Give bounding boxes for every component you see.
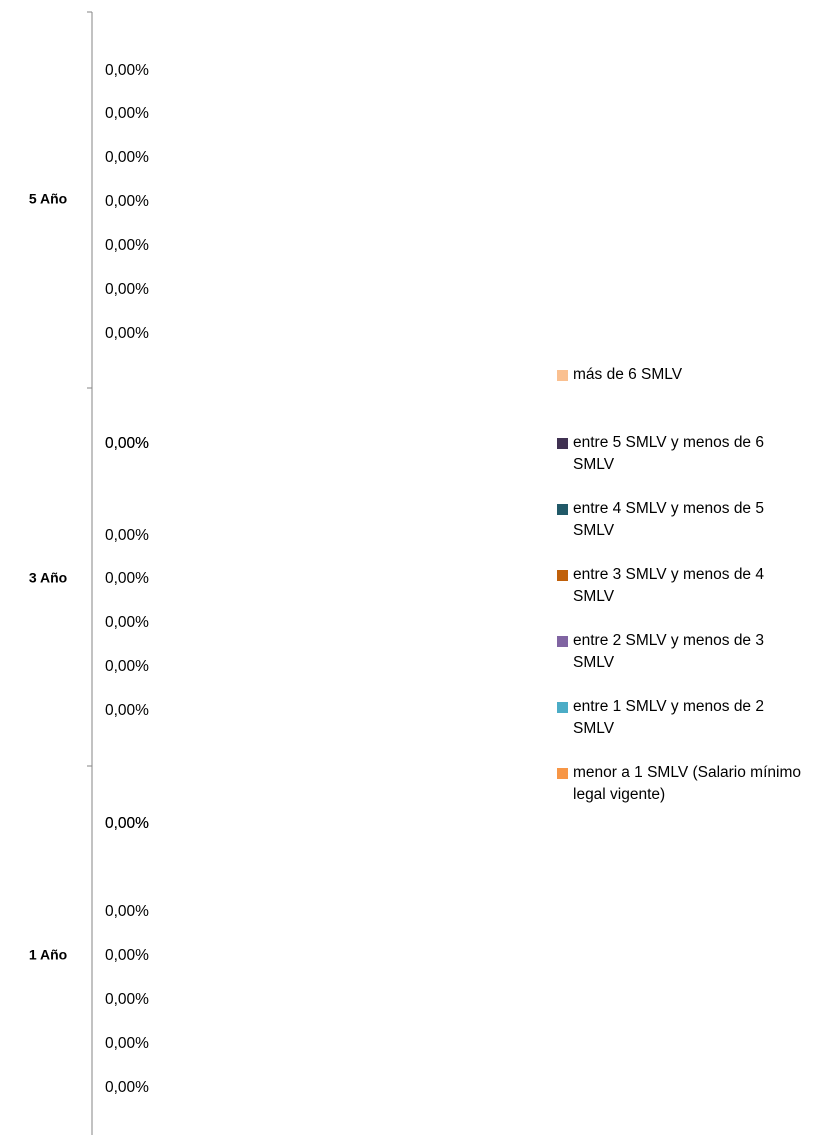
data-label: 0,00% <box>105 815 149 832</box>
data-label: 0,00% <box>105 570 149 587</box>
legend-swatch <box>557 438 568 449</box>
data-label: 0,00% <box>105 193 149 210</box>
legend-item: entre 5 SMLV y menos de 6 SMLV <box>557 432 807 476</box>
legend-swatch <box>557 504 568 515</box>
legend-item: entre 3 SMLV y menos de 4 SMLV <box>557 564 807 608</box>
data-label: 0,00% <box>105 435 149 452</box>
data-label: 0,00% <box>105 105 149 122</box>
data-label: 0,00% <box>105 1035 149 1052</box>
legend-item: más de 6 SMLV <box>557 364 807 386</box>
data-label: 0,00% <box>105 614 149 631</box>
data-label: 0,00% <box>105 947 149 964</box>
category-label: 3 Año <box>29 570 67 586</box>
legend-swatch <box>557 570 568 581</box>
data-label: 0,00% <box>105 991 149 1008</box>
legend-item: entre 1 SMLV y menos de 2 SMLV <box>557 696 807 740</box>
data-label: 0,00% <box>105 702 149 719</box>
legend-item: menor a 1 SMLV (Salario mínimo legal vig… <box>557 762 807 806</box>
legend-label: entre 1 SMLV y menos de 2 SMLV <box>573 698 764 737</box>
data-label: 0,00% <box>105 903 149 920</box>
data-label: 0,00% <box>105 527 149 544</box>
legend-label: más de 6 SMLV <box>573 366 683 383</box>
data-label: 0,00% <box>105 435 149 452</box>
data-label: 0,00% <box>105 325 149 342</box>
data-label: 0,00% <box>105 1079 149 1096</box>
legend-swatch <box>557 702 568 713</box>
legend-swatch <box>557 636 568 647</box>
legend-swatch <box>557 370 568 381</box>
data-label: 0,00% <box>105 281 149 298</box>
legend-label: menor a 1 SMLV (Salario mínimo legal vig… <box>573 764 801 803</box>
data-label: 0,00% <box>105 237 149 254</box>
data-label: 0,00% <box>105 62 149 79</box>
legend-item: entre 4 SMLV y menos de 5 SMLV <box>557 498 807 542</box>
data-label: 0,00% <box>105 149 149 166</box>
legend-label: entre 3 SMLV y menos de 4 SMLV <box>573 566 764 605</box>
legend-label: entre 5 SMLV y menos de 6 SMLV <box>573 434 764 473</box>
category-label: 5 Año <box>29 191 67 207</box>
legend-item: entre 2 SMLV y menos de 3 SMLV <box>557 630 807 674</box>
legend-swatch <box>557 768 568 779</box>
category-label: 1 Año <box>29 947 67 963</box>
legend-label: entre 4 SMLV y menos de 5 SMLV <box>573 500 764 539</box>
data-label: 0,00% <box>105 815 149 832</box>
legend-label: entre 2 SMLV y menos de 3 SMLV <box>573 632 764 671</box>
data-label: 0,00% <box>105 658 149 675</box>
legend: más de 6 SMLV entre 5 SMLV y menos de 6 S… <box>557 364 807 806</box>
